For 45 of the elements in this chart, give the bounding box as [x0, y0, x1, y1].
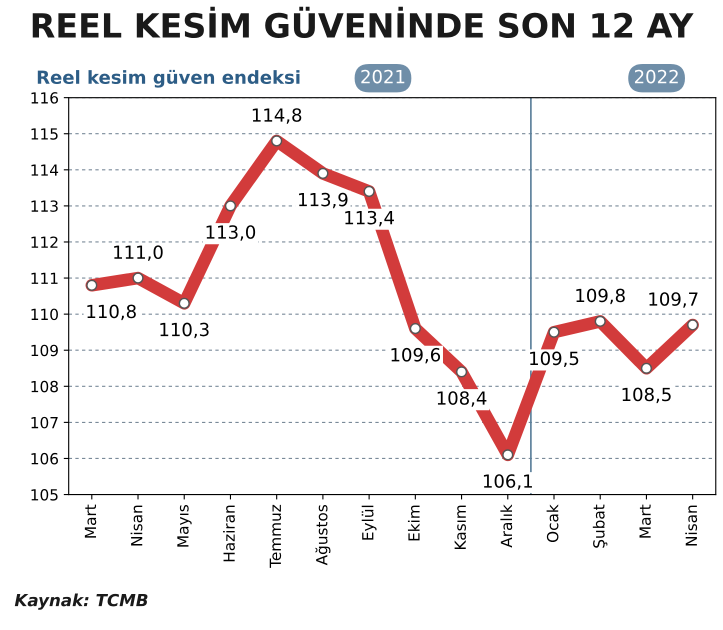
data-label: 106,1 [484, 474, 532, 490]
x-tick-label: Nisan [685, 506, 698, 546]
y-tick-label: 111 [31, 272, 58, 284]
data-label: 110,8 [87, 304, 136, 320]
x-tick-label: Ocak [546, 504, 558, 542]
y-tick-label: 108 [31, 380, 58, 392]
x-tick-label: Eylül [362, 506, 377, 540]
data-label: 109,7 [649, 292, 698, 308]
data-label: 113,4 [345, 210, 394, 226]
x-tick-label: Mayıs [177, 505, 192, 547]
data-label: 111,0 [114, 245, 163, 261]
y-tick-label: 109 [31, 344, 58, 356]
y-tick-label: 106 [31, 452, 58, 464]
x-tick-label: Nisan [130, 506, 142, 546]
y-tick-label: 110 [31, 308, 58, 320]
x-tick-label: Aralık [500, 504, 512, 548]
y-tick-label: 113 [31, 200, 58, 212]
data-label: 113,0 [206, 225, 256, 241]
x-tick-label: Temmuz [270, 504, 282, 568]
y-tick-label: 116 [31, 92, 58, 104]
x-tick-label: Mart [640, 504, 651, 538]
y-tick-label: 114 [31, 164, 58, 176]
x-tick-label: Ekim [408, 506, 420, 540]
chart-subtitle: Reel kesim güven endeksi [38, 70, 300, 88]
data-label: 109,8 [576, 288, 625, 304]
x-tick-label: Ağustos [315, 505, 330, 566]
x-tick-label: Şubat [592, 504, 608, 548]
data-label: 109,6 [391, 348, 440, 364]
y-tick-label: 112 [31, 236, 58, 248]
text: 2021 [361, 70, 404, 84]
data-label: 110,3 [160, 322, 209, 338]
text: Kaynak: TCMB [14, 594, 148, 610]
chart-title: REEL KESİM GÜVENİNDE SON 12 AY [32, 6, 694, 38]
text: 2022 [634, 70, 678, 84]
x-tick-label: Kasım [454, 506, 466, 549]
y-tick-label: 115 [31, 128, 58, 140]
y-tick-label: 107 [31, 416, 58, 428]
x-tick-label: Haziran [223, 506, 235, 562]
data-label: 109,5 [530, 352, 578, 368]
x-tick-label: Mart [84, 504, 96, 538]
y-tick-label: 105 [31, 489, 58, 501]
data-label: 114,8 [252, 108, 302, 124]
data-label: 108,5 [622, 388, 671, 404]
data-label: 108,4 [438, 391, 486, 407]
data-label: 113,9 [299, 192, 348, 208]
